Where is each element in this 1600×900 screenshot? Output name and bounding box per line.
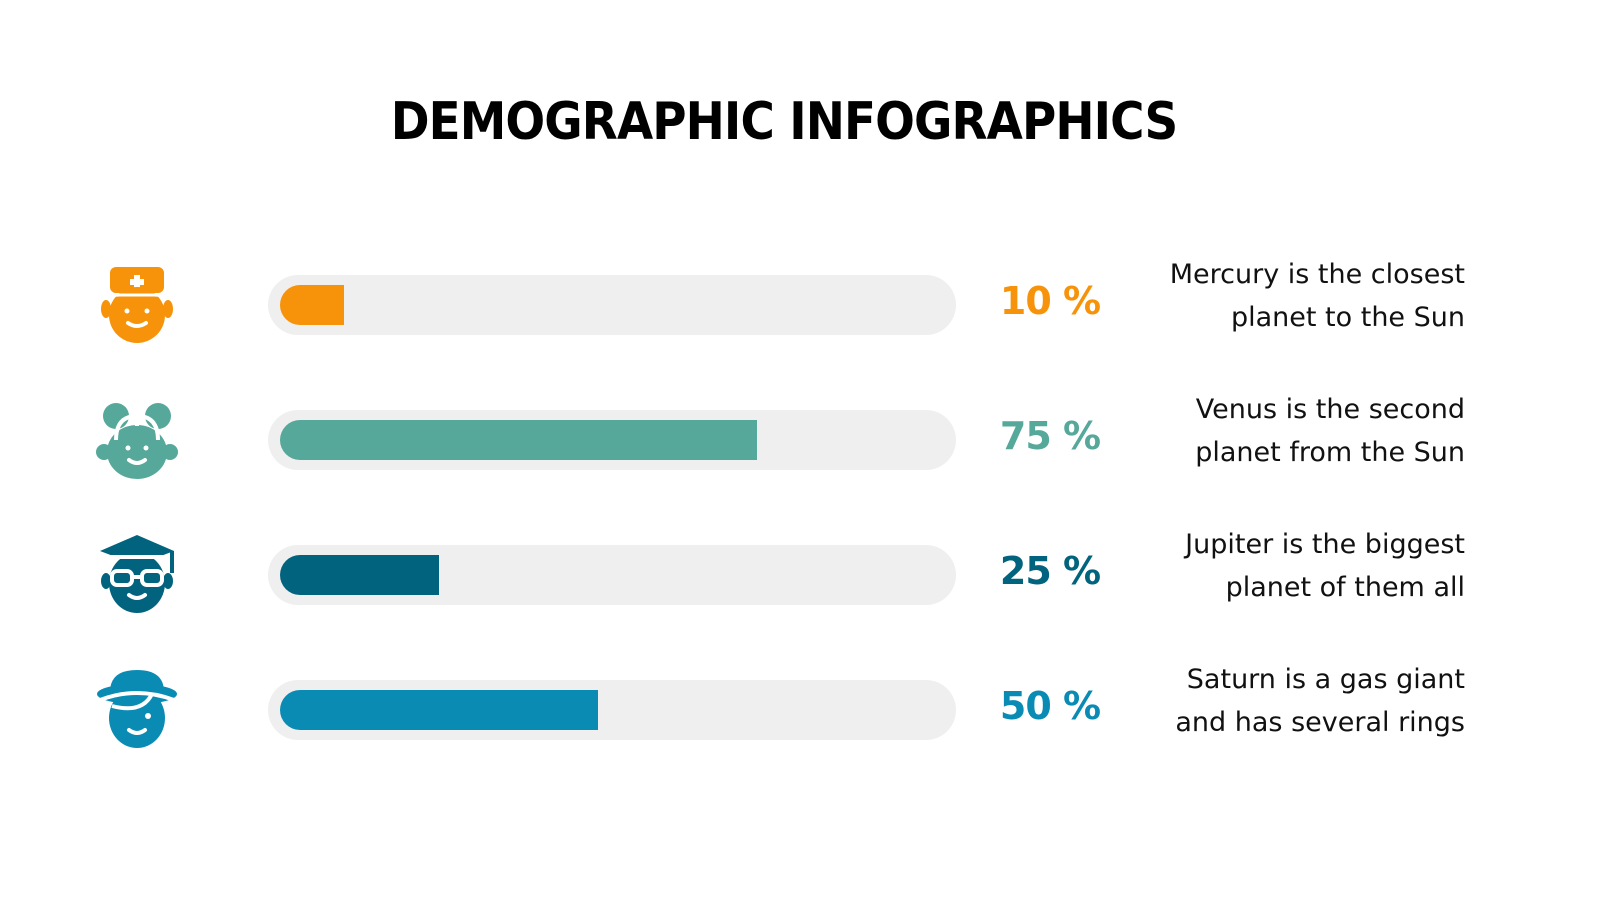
description-line-2: planet to the Sun <box>1230 302 1465 333</box>
progress-track <box>268 680 956 740</box>
demographic-row: 75 % Venus is the second planet from the… <box>0 394 1600 480</box>
progress-fill <box>280 555 439 595</box>
description-line-1: Jupiter is the biggest <box>1185 529 1465 560</box>
demographic-row: 50 % Saturn is a gas giant and has sever… <box>0 664 1600 750</box>
progress-fill <box>280 690 598 730</box>
progress-track <box>268 410 956 470</box>
doctor-icon <box>101 267 173 343</box>
percent-label: 25 % <box>999 549 1101 593</box>
description-line-1: Venus is the second <box>1195 394 1465 425</box>
graduate-icon <box>100 535 174 613</box>
percent-label: 10 % <box>999 279 1101 323</box>
description-line-1: Saturn is a gas giant <box>1186 664 1465 695</box>
description: Mercury is the closest planet to the Sun <box>1135 253 1465 339</box>
progress-fill <box>280 420 757 460</box>
description-line-2: and has several rings <box>1175 707 1465 738</box>
progress-track <box>268 545 956 605</box>
description: Jupiter is the biggest planet of them al… <box>1135 523 1465 609</box>
hat-person-icon <box>97 670 177 748</box>
percent-label: 75 % <box>999 414 1101 458</box>
description: Saturn is a gas giant and has several ri… <box>1135 658 1465 744</box>
demographic-row: 10 % Mercury is the closest planet to th… <box>0 259 1600 345</box>
description-line-2: planet from the Sun <box>1195 437 1465 468</box>
girl-icon <box>96 403 178 479</box>
description-line-1: Mercury is the closest <box>1169 259 1465 290</box>
progress-fill <box>280 285 344 325</box>
percent-label: 50 % <box>999 684 1101 728</box>
page-title: DEMOGRAPHIC INFOGRAPHICS <box>390 92 1178 152</box>
description: Venus is the second planet from the Sun <box>1135 388 1465 474</box>
progress-track <box>268 275 956 335</box>
demographic-row: 25 % Jupiter is the biggest planet of th… <box>0 529 1600 615</box>
description-line-2: planet of them all <box>1225 572 1465 603</box>
